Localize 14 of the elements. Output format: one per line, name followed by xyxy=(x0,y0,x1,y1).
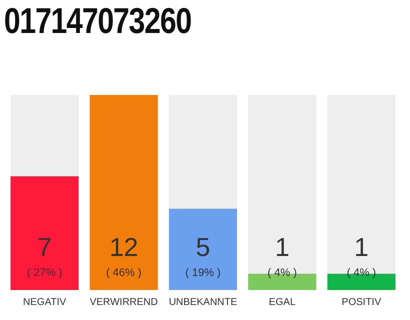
chart-title: 017147073260 xyxy=(4,0,192,42)
data-label: 7 xyxy=(37,232,52,262)
x-tick-label: POSITIV xyxy=(342,296,382,308)
annotation: ( 27% ) xyxy=(26,267,62,279)
data-label: 1 xyxy=(274,232,290,262)
x-tick-label: NEGATIV xyxy=(23,296,67,308)
data-label: 12 xyxy=(109,232,138,262)
x-tick-label: VERWIRREND xyxy=(90,296,158,308)
data-label: 1 xyxy=(354,232,369,262)
annotation: ( 46% ) xyxy=(106,267,142,279)
x-tick-label: EGAL xyxy=(268,296,296,308)
data-label: 5 xyxy=(196,232,210,262)
annotation: ( 19% ) xyxy=(185,267,221,279)
x-tick-label: UNBEKANNTE xyxy=(168,296,238,308)
